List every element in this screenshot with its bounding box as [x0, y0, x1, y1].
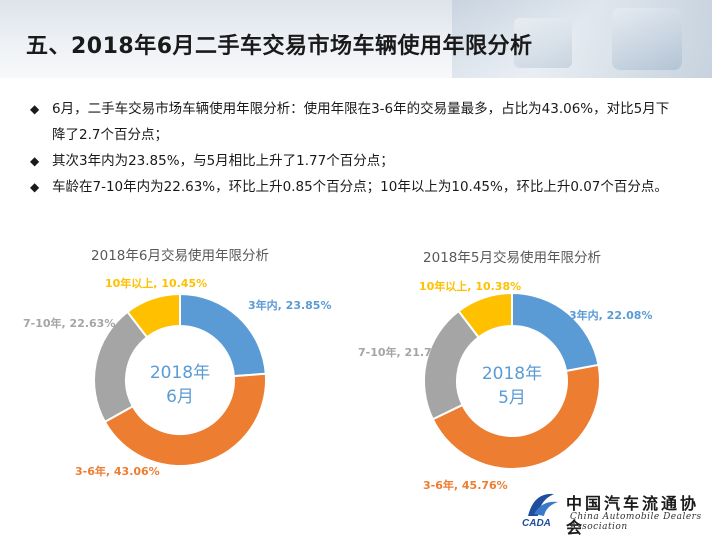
logo-mark: CADA — [522, 518, 551, 528]
bullet-item: ◆ 车龄在7-10年内为22.63%，环比上升0.85个百分点；10年以上为10… — [30, 174, 680, 200]
cada-logo: CADA 中国汽车流通协会 China Automobile Dealers A… — [520, 486, 708, 537]
donut-slice — [431, 363, 601, 470]
slice-label: 7-10年, 22.63% — [23, 316, 115, 330]
diamond-bullet-icon: ◆ — [30, 154, 40, 168]
slice-label: 3-6年, 43.06% — [75, 464, 160, 478]
diamond-bullet-icon: ◆ — [30, 102, 40, 116]
bullet-item: ◆ 其次3年内为23.85%，与5月相比上升了1.77个百分点； — [30, 148, 680, 174]
header-decoration-block — [514, 18, 572, 68]
center-label: 5月 — [498, 388, 526, 408]
chart-title: 2018年6月交易使用年限分析 — [91, 247, 269, 264]
donut-slice — [511, 291, 600, 373]
donut-slice — [126, 292, 181, 339]
logo-chinese-name: 中国汽车流通协会 — [566, 494, 700, 537]
center-label: 6月 — [166, 387, 194, 407]
donut-chart: 2018年5月交易使用年限分析 3年内, 22.08% 3-6年, 45.76% 7-… — [358, 249, 652, 492]
center-label: 2018年 — [150, 363, 210, 383]
slice-label: 3年内, 23.85% — [248, 298, 331, 312]
slice-label: 3-6年, 45.76% — [423, 478, 508, 492]
header-decoration-block — [612, 8, 682, 70]
donut-slice — [103, 372, 267, 467]
donut-slice — [457, 291, 513, 339]
bullet-text: 其次3年内为23.85%，与5月相比上升了1.77个百分点； — [52, 153, 394, 169]
slice-label: 3年内, 22.08% — [569, 308, 652, 322]
bullet-list: ◆ 6月，二手车交易市场车辆使用年限分析：使用年限在3-6年的交易量最多，占比为… — [30, 96, 680, 200]
bullet-item: ◆ 6月，二手车交易市场车辆使用年限分析：使用年限在3-6年的交易量最多，占比为… — [30, 96, 680, 148]
header-banner: 五、2018年6月二手车交易市场车辆使用年限分析 — [0, 0, 712, 78]
bullet-text: 6月，二手车交易市场车辆使用年限分析：使用年限在3-6年的交易量最多，占比为43… — [52, 101, 670, 143]
donut-chart: 2018年6月交易使用年限分析 3年内, 23.85% 3-6年, 43.06% 7-… — [23, 247, 331, 478]
bullet-text: 车龄在7-10年内为22.63%，环比上升0.85个百分点；10年以上为10.4… — [52, 179, 668, 195]
logo-english-name: China Automobile Dealers Association — [570, 512, 702, 532]
slice-label: 7-10年, 21.7 — [358, 345, 432, 359]
slice-label: 10年以上, 10.38% — [419, 279, 521, 293]
chart-title: 2018年5月交易使用年限分析 — [423, 249, 601, 266]
cada-emblem-icon: CADA — [522, 493, 558, 528]
center-label: 2018年 — [482, 364, 542, 384]
page-title: 五、2018年6月二手车交易市场车辆使用年限分析 — [26, 34, 533, 59]
slice-label: 10年以上, 10.45% — [105, 276, 207, 290]
diamond-bullet-icon: ◆ — [30, 180, 40, 194]
